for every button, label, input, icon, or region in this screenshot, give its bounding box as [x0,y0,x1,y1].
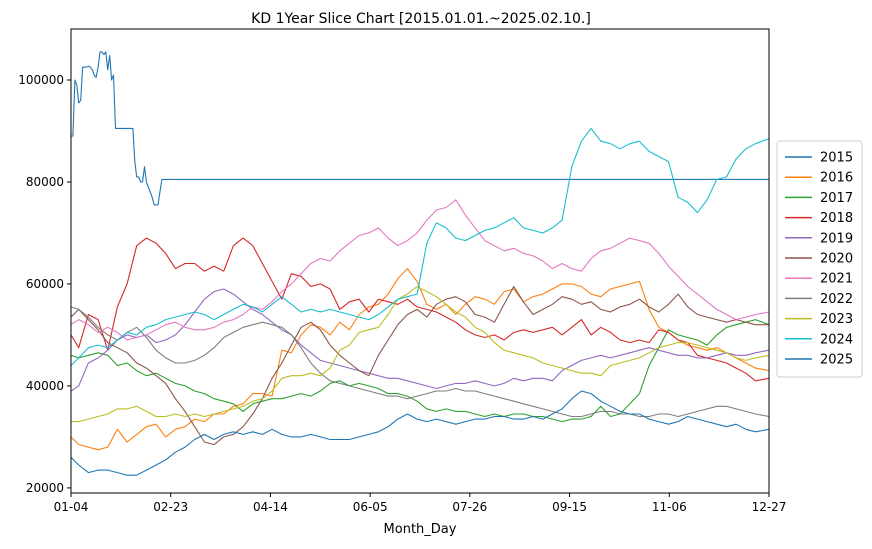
series-line-2020 [70,285,769,446]
y-tick-label: 60000 [26,277,64,291]
series-line-2024 [70,127,770,366]
y-axis: 20000 40000 60000 80000 100000 [18,73,71,495]
legend-label-2019: 2019 [820,231,853,246]
x-axis-label: Month_Day [384,522,457,537]
x-tick-label: 04-14 [253,500,288,514]
series-line-2022 [70,306,770,418]
y-tick-label: 100000 [18,73,64,87]
x-tick-label: 11-06 [652,500,687,514]
plot-area [70,28,770,494]
legend-items: 2015 2016 2017 2018 2019 2020 2021 2022 2023 2024… [785,151,853,368]
y-tick-label: 40000 [26,379,64,393]
legend-label-2021: 2021 [820,272,853,287]
x-tick-label: 06-05 [353,500,388,514]
legend-label-2017: 2017 [820,191,853,206]
y-tick-label: 80000 [26,175,64,189]
legend-label-2020: 2020 [820,252,853,267]
legend-label-2024: 2024 [820,332,853,347]
series-layer [70,51,770,476]
series-line-2017 [70,319,770,423]
chart-title: KD 1Year Slice Chart [2015.01.01.~2025.0… [251,11,591,27]
y-tick-label: 20000 [26,481,64,495]
legend-label-2025: 2025 [820,353,853,368]
legend-label-2015: 2015 [820,151,853,166]
series-line-2021 [70,199,770,341]
x-tick-label: 02-23 [153,500,188,514]
x-axis: 01-04 02-23 04-14 06-05 07-26 09-15 11-06 12-27 [54,493,787,514]
legend-label-2016: 2016 [820,171,853,186]
series-line-2023 [71,285,770,423]
series-line-2025 [70,390,770,476]
series-line-2015 [71,51,769,206]
x-tick-label: 01-04 [54,500,89,514]
legend-label-2023: 2023 [820,312,853,327]
x-tick-label: 09-15 [552,500,587,514]
x-tick-label: 12-27 [752,500,787,514]
legend-label-2018: 2018 [820,211,853,226]
legend: 2015 2016 2017 2018 2019 2020 2021 2022 2023 2024… [776,140,863,378]
legend-label-2022: 2022 [820,292,853,307]
x-tick-label: 07-26 [452,500,487,514]
series-line-2018 [70,237,770,382]
series-line-2019 [70,288,770,392]
series-line-2016 [70,268,770,451]
